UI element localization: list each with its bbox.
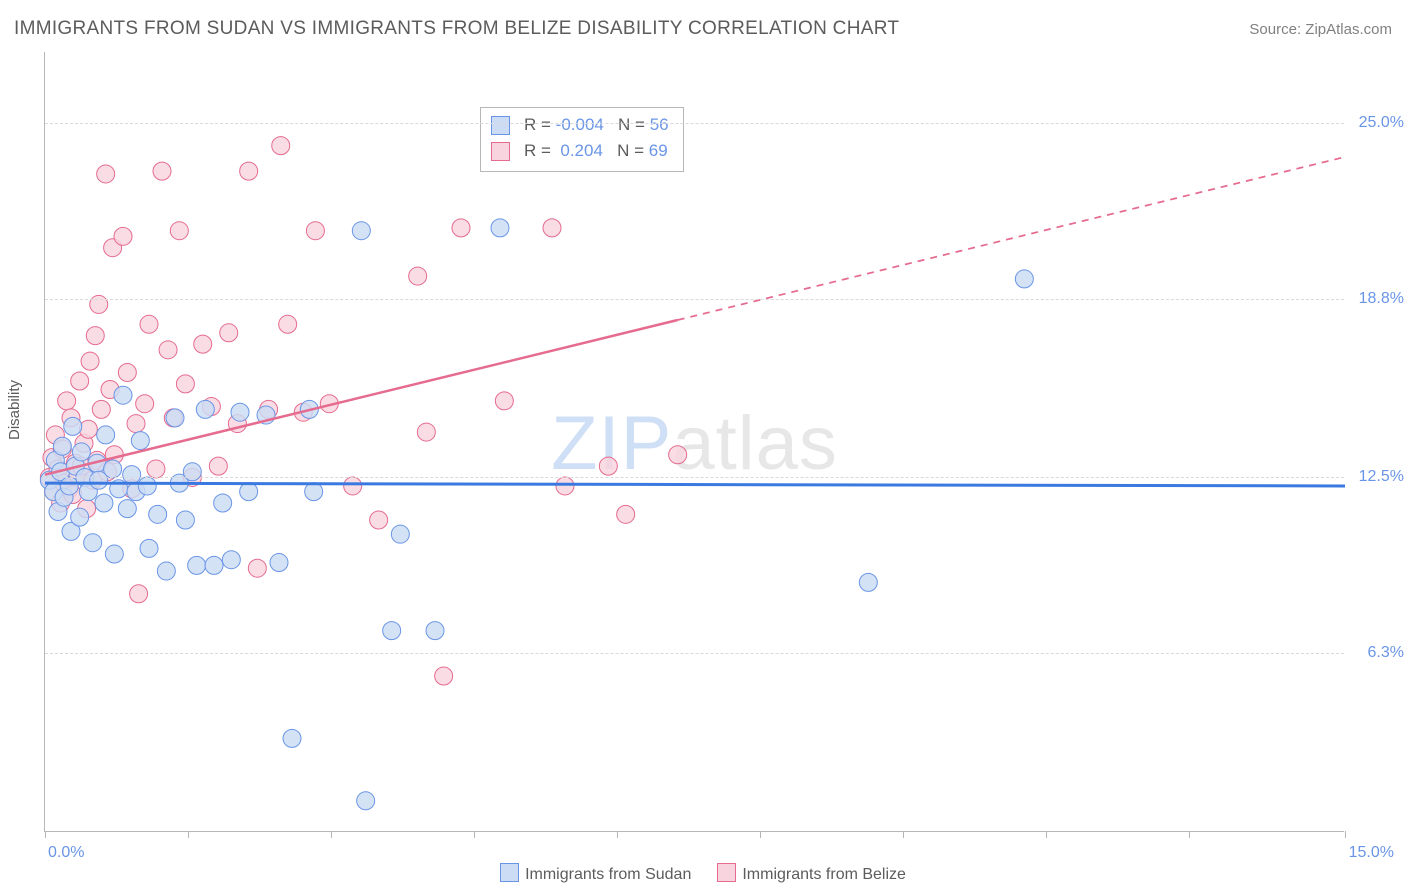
y-tick-label: 6.3%: [1349, 644, 1404, 662]
source-prefix: Source:: [1249, 21, 1305, 38]
x-axis-max-label: 15.0%: [1349, 844, 1394, 862]
bottom-legend-sudan-label: Immigrants from Sudan: [525, 866, 691, 883]
legend-row-sudan: R = -0.004 N = 56: [491, 112, 669, 138]
legend-box: R = -0.004 N = 56 R = 0.204 N = 69: [480, 107, 684, 172]
legend-swatch-sudan: [491, 116, 510, 135]
x-axis-min-label: 0.0%: [48, 844, 84, 862]
legend-stats-sudan: R = -0.004 N = 56: [524, 112, 669, 138]
swatch-sudan: [500, 863, 519, 882]
chart-header: IMMIGRANTS FROM SUDAN VS IMMIGRANTS FROM…: [14, 18, 1392, 40]
source-name: ZipAtlas.com: [1305, 21, 1392, 38]
y-tick-label: 12.5%: [1349, 468, 1404, 486]
swatch-belize: [717, 863, 736, 882]
bottom-legend: Immigrants from Sudan Immigrants from Be…: [0, 863, 1406, 884]
bottom-legend-belize: Immigrants from Belize: [717, 863, 906, 884]
y-tick-label: 25.0%: [1349, 114, 1404, 132]
legend-row-belize: R = 0.204 N = 69: [491, 138, 669, 164]
legend-swatch-belize: [491, 142, 510, 161]
chart-title: IMMIGRANTS FROM SUDAN VS IMMIGRANTS FROM…: [14, 18, 899, 40]
bottom-legend-sudan: Immigrants from Sudan: [500, 863, 691, 884]
y-tick-label: 18.8%: [1349, 290, 1404, 308]
legend-stats-belize: R = 0.204 N = 69: [524, 138, 668, 164]
plot-area: ZIPatlas R = -0.004 N = 56 R = 0.204 N =…: [44, 52, 1344, 832]
source-label: Source: ZipAtlas.com: [1249, 21, 1392, 38]
bottom-legend-belize-label: Immigrants from Belize: [742, 866, 906, 883]
y-axis-label: Disability: [6, 380, 23, 440]
plot-svg: [45, 52, 1344, 831]
